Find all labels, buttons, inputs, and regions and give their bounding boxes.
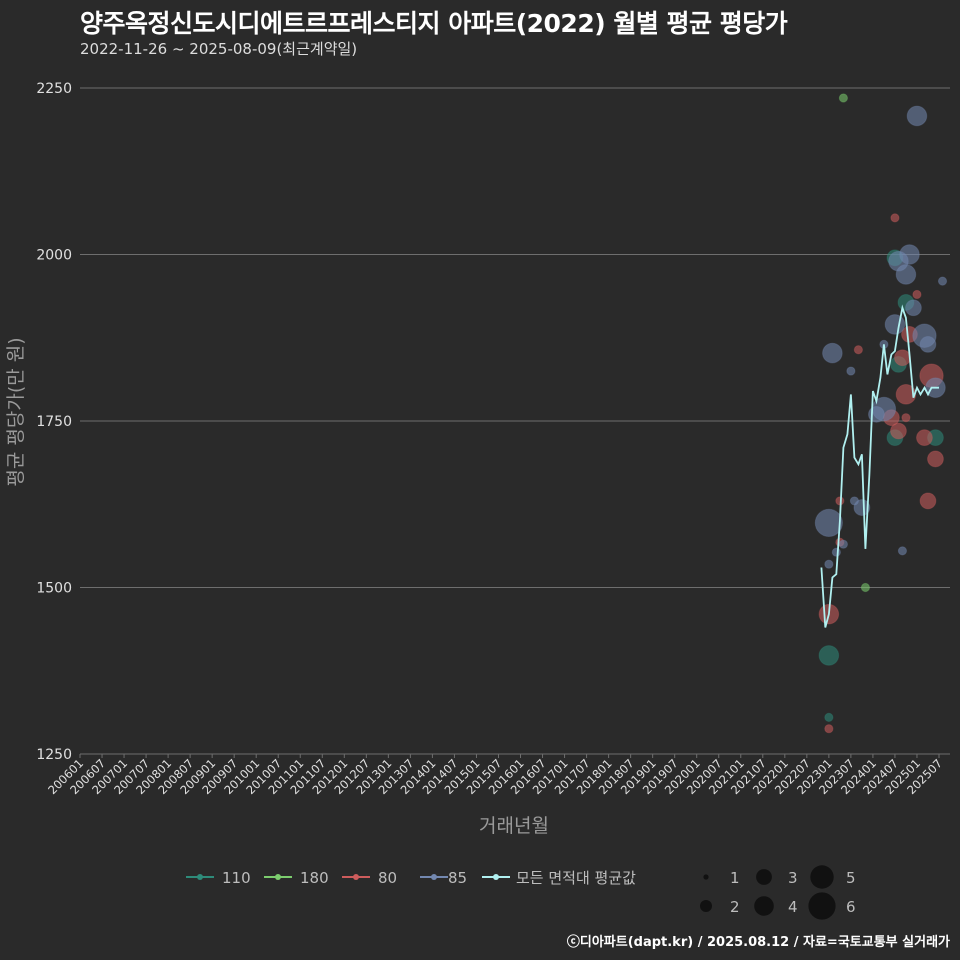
legend: 110 180 80 85 모든 면적대 평균값 1 2 3 4 5 6 [186,865,856,920]
point-85 [919,336,937,353]
point-80 [901,413,911,423]
average-line-path [820,304,939,628]
point-80 [894,349,911,367]
point-85 [814,508,843,537]
point-85 [899,244,920,265]
point-85 [905,299,922,317]
point-80 [890,422,907,440]
legend-size-label: 6 [846,898,856,916]
legend-label-80: 80 [378,869,397,887]
chart-subtitle: 2022-11-26 ~ 2025-08-09(최근계약일) [80,40,358,58]
point-85 [906,105,928,127]
legend-label-85: 85 [448,869,467,887]
legend-size-label: 2 [730,898,740,916]
point-80 [916,429,933,447]
chart-title: 양주옥정신도시디에트르프레스티지 아파트(2022) 월별 평균 평당가 [80,9,788,38]
legend-dot-85 [431,874,437,880]
point-110 [818,645,840,666]
point-80 [912,289,922,300]
point-80 [919,492,937,510]
point-85 [824,559,834,569]
footer-credit: ⓒ디아파트(dapt.kr) / 2025.08.12 / 자료=국토교통부 실… [566,935,950,950]
point-180 [860,582,871,593]
y-tick-label: 2000 [36,248,72,264]
legend-size-6 [808,892,836,920]
legend-dot-80 [353,874,359,880]
x-axis-ticks: 2006012006072007012007072008012008072009… [45,754,945,797]
legend-dot-180 [275,874,281,880]
legend-label-모든 면적대 평균값: 모든 면적대 평균값 [516,869,636,887]
point-85 [884,314,906,335]
legend-label-110: 110 [222,869,251,887]
legend-size-label: 1 [730,869,740,887]
point-110 [824,712,834,722]
y-tick-label: 2250 [36,81,72,97]
point-80 [853,345,863,355]
legend-size-label: 4 [788,898,798,916]
x-axis-label: 거래년월 [479,815,549,837]
point-85 [846,366,856,376]
y-axis-ticks: 1250 1500 1750 2000 2250 [36,81,72,763]
point-80 [927,450,944,468]
point-180 [838,93,848,103]
point-85 [937,276,948,286]
point-85 [895,264,917,285]
legend-size-label: 3 [788,869,798,887]
grid-lines [80,87,950,755]
legend-size-4 [754,896,774,916]
point-80 [895,384,917,405]
point-85 [822,342,843,364]
point-80 [890,213,900,223]
legend-label-180: 180 [300,869,329,887]
legend-size-1 [703,874,709,880]
legend-dot-모든 면적대 평균값 [493,874,499,880]
legend-size-5 [810,865,834,889]
legend-dot-110 [197,874,203,880]
legend-size-3 [756,869,772,885]
y-axis-label: 평균 평당가(만 원) [5,337,27,486]
point-80 [824,724,834,734]
scatter-points [814,93,948,734]
point-85 [897,546,908,556]
point-85 [838,539,848,549]
point-85 [831,547,841,557]
point-85 [853,499,871,516]
y-tick-label: 1250 [36,747,72,763]
average-line [820,304,939,628]
legend-size-label: 5 [846,869,856,887]
y-tick-label: 1500 [36,581,72,597]
y-tick-label: 1750 [36,414,72,430]
legend-size-2 [700,900,712,912]
